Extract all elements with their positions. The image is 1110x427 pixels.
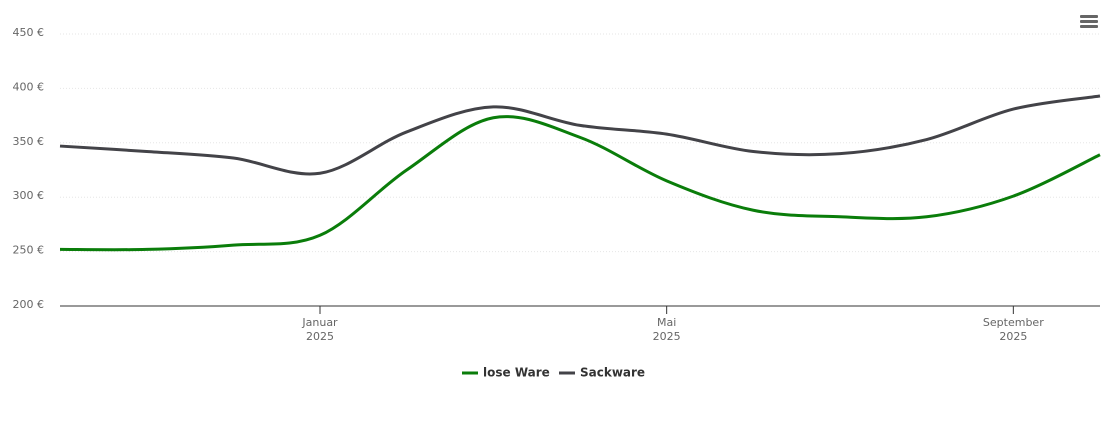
y-tick-label: 300 €: [13, 189, 45, 202]
y-tick-label: 350 €: [13, 135, 45, 148]
x-tick-label: Januar: [301, 316, 338, 329]
legend-label: lose Ware: [483, 366, 550, 380]
y-tick-label: 250 €: [13, 244, 45, 257]
x-tick-year: 2025: [999, 330, 1027, 343]
x-tick-year: 2025: [306, 330, 334, 343]
line-series: [59, 115, 1101, 252]
x-tick-year: 2025: [653, 330, 681, 343]
y-tick-label: 400 €: [13, 80, 45, 93]
y-tick-label: 450 €: [13, 26, 45, 39]
y-tick-label: 200 €: [13, 298, 45, 311]
line-series: [59, 94, 1101, 176]
legend-label: Sackware: [580, 366, 645, 380]
menu-icon[interactable]: [1080, 15, 1098, 28]
x-tick-label: September: [983, 316, 1044, 329]
x-tick-label: Mai: [657, 316, 676, 329]
